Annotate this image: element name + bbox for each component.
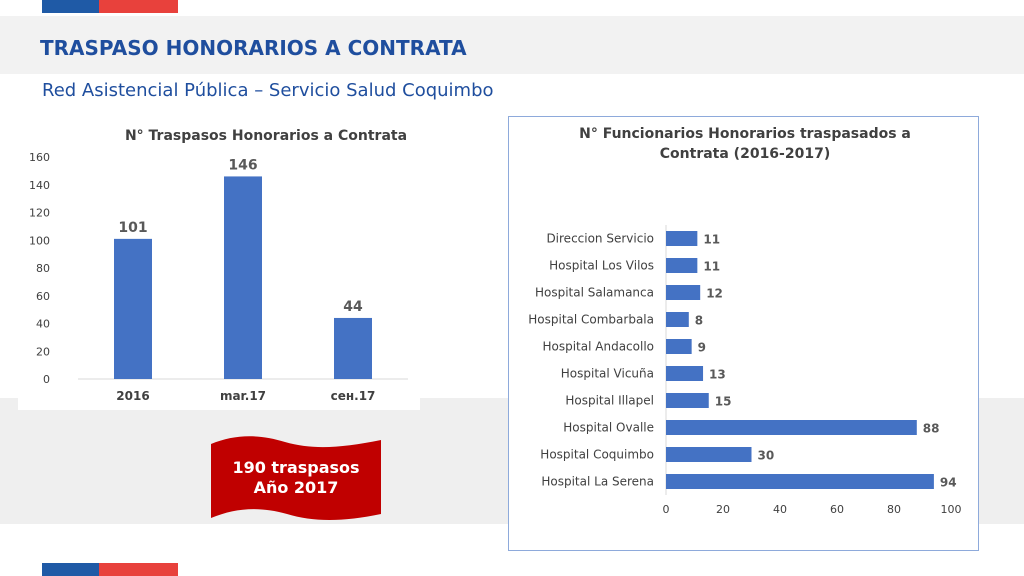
category-label: Hospital Vicuña [561,367,654,381]
page-subtitle: Red Asistencial Pública – Servicio Salud… [42,80,494,101]
x-tick-label: 40 [773,503,787,516]
funcionarios-chart-title-line1: N° Funcionarios Honorarios traspasados a [579,126,911,142]
funcionarios-chart-svg: N° Funcionarios Honorarios traspasados a… [528,126,962,516]
bar-value-label: 101 [118,220,147,236]
category-label: Direccion Servicio [546,232,654,246]
banner-line1: 190 traspasos [232,458,360,477]
bar-value-label: 44 [343,299,363,315]
funcionarios-chart-title-line2: Contrata (2016-2017) [660,146,830,162]
y-tick-label: 20 [36,345,50,358]
bar [666,258,698,273]
bar [666,447,752,462]
bar-value-label: 12 [706,287,723,301]
banner-line2: Año 2017 [253,478,339,497]
bar [666,474,934,489]
banner-flag-shape [211,436,381,520]
bar-value-label: 8 [695,314,703,328]
x-tick-label: 60 [830,503,844,516]
bar [334,317,372,379]
category-label: Hospital Andacollo [542,340,654,354]
y-tick-label: 140 [29,179,50,192]
y-tick-label: 120 [29,207,50,220]
bar-value-label: 11 [703,233,720,247]
flag-bar-blue-top [42,0,99,13]
bar-value-label: 88 [923,422,940,436]
bar [666,366,704,381]
x-tick-label: mar.17 [220,389,266,403]
traspasos-chart-title: N° Traspasos Honorarios a Contrata [125,128,407,144]
category-label: Hospital La Serena [541,475,654,489]
bar-value-label: 15 [715,395,732,409]
bar-value-label: 11 [703,260,720,274]
category-label: Hospital Illapel [565,394,654,408]
x-tick-label: 100 [941,503,962,516]
bar-value-label: 9 [698,341,706,355]
bar [666,339,692,354]
bar [666,393,709,408]
banner-text: 190 traspasos Año 2017 [207,458,385,498]
category-label: Hospital Coquimbo [540,448,654,462]
y-tick-label: 100 [29,234,50,247]
bar-value-label: 13 [709,368,726,382]
category-label: Hospital Combarbala [528,313,654,327]
bar-value-label: 146 [228,157,257,173]
bar-value-label: 94 [940,476,957,490]
y-tick-label: 80 [36,262,50,275]
x-tick-label: сен.17 [331,389,376,403]
bar [666,285,701,300]
y-tick-label: 160 [29,151,50,164]
bar [224,176,262,379]
traspasos-chart: N° Traspasos Honorarios a Contrata 0 20 40… [18,118,420,410]
flag-bar-red-bottom [99,563,178,576]
flag-bar-red-top [99,0,178,13]
category-label: Hospital Ovalle [563,421,654,435]
traspasos-banner [211,436,381,520]
x-tick-label: 20 [716,503,730,516]
bar-value-label: 30 [758,449,775,463]
x-tick-label: 80 [887,503,901,516]
x-tick-label: 0 [663,503,670,516]
bar [666,231,698,246]
y-tick-label: 40 [36,318,50,331]
page-title: TRASPASO HONORARIOS A CONTRATA [40,36,467,60]
y-tick-label: 0 [43,373,50,386]
y-tick-label: 60 [36,290,50,303]
x-tick-label: 2016 [116,389,149,403]
funcionarios-chart: N° Funcionarios Honorarios traspasados a… [508,116,979,551]
bar [666,312,689,327]
bar [114,238,152,379]
bar [666,420,917,435]
category-label: Hospital Salamanca [535,286,654,300]
flag-bar-blue-bottom [42,563,99,576]
traspasos-chart-svg: N° Traspasos Honorarios a Contrata 0 20 40… [29,128,408,403]
header-band [0,16,1024,74]
category-label: Hospital Los Vilos [549,259,654,273]
